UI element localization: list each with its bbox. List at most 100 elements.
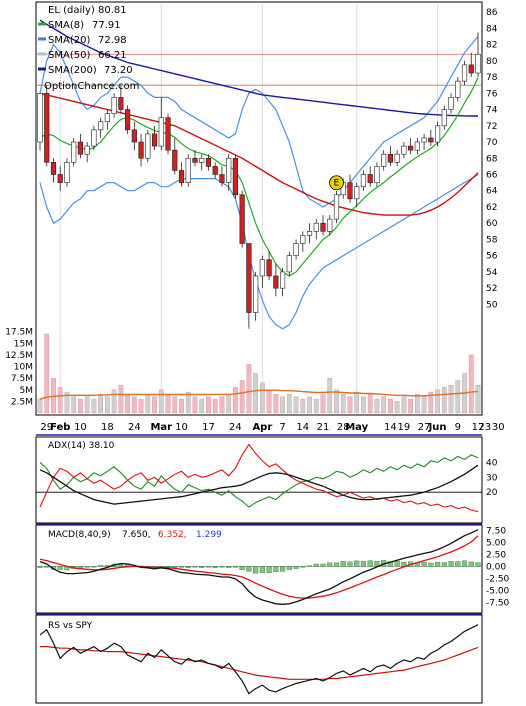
candle-up [64,162,70,183]
macd-hist-value: 1.299 [196,530,222,540]
macd-line [39,529,479,605]
earnings-marker: E [329,175,344,191]
macd-histogram-bar [320,563,326,567]
macd-histogram-bar [50,566,57,570]
volume-bar [91,398,97,414]
macd-histogram-bar [434,561,441,567]
macd-histogram-bar [178,566,185,568]
candle-down [57,174,63,183]
volume-bar [293,396,299,414]
macd-histogram-bar [219,566,225,568]
volume-bar [219,396,225,414]
volume-bar [448,384,454,414]
macd-histogram-bar [354,560,360,567]
candle-up [313,222,319,232]
x-axis-tick-label: 7 [279,422,285,433]
volume-axis-tick-label: 15M [14,339,33,349]
x-axis-tick-label: 30 [492,422,505,433]
earnings-marker-label: E [334,179,340,189]
macd-histogram-bar [475,562,481,567]
macd-histogram-bar [360,560,367,567]
macd-histogram-bar [84,566,90,568]
macd-histogram-bar [226,566,232,568]
rs-moving-average-line [40,645,479,680]
volume-bar [334,389,339,414]
candle-up [226,157,232,183]
candle-down [408,145,414,151]
volume-bar [44,333,50,414]
candle-down [320,222,326,232]
x-axis-tick-label: 9 [455,422,461,433]
candle-up [37,93,43,143]
volume-bar [118,384,124,414]
volume-bar [246,364,252,414]
x-axis-tick-label: 19 [398,422,411,433]
price-panel-frame [35,1,483,416]
candle-down [205,157,212,167]
volume-axis-tick-label: 5M [20,386,34,396]
macd-title: MACD(8,40,9) 7.650, 6.352, 1.299 [48,530,222,540]
candle-down [246,243,252,313]
macd-histogram-bar [428,562,434,567]
x-axis-tick-label: 21 [317,422,330,433]
adx-axis-tick-label: 30 [486,473,498,483]
x-axis-tick-label: 28 [337,422,350,433]
macd-histogram-bar [232,566,239,568]
candle-up [401,145,407,155]
legend-label-sma20: SMA(20) [48,35,90,46]
adx-axis-tick-label: 40 [486,458,498,468]
macd-histogram-bar [293,566,299,569]
volume-bar [158,389,164,414]
volume-bar [64,391,70,414]
volume-bar [71,396,77,414]
volume-bar [199,398,205,414]
macd-histogram-bar [172,566,178,568]
volume-bar [475,384,481,414]
volume-average-line [39,389,479,400]
volume-bar [307,396,312,414]
volume-bar [273,394,279,414]
candle-down [125,109,131,131]
candle-up [333,194,340,220]
rs-line [39,624,479,695]
volume-bar [78,398,83,414]
candle-up [434,125,441,143]
macd-histogram-bar [468,561,474,567]
macd-histogram-bar [340,561,346,567]
macd-histogram-bar [185,566,191,569]
price-axis-tick-label: 82 [486,41,497,51]
price-axis-tick-label: 58 [486,235,498,245]
candle-down [50,162,57,175]
volume-bar [37,398,43,414]
candle-down [387,153,394,163]
macd-histogram-bar [279,566,286,572]
adx-di-minus-line [39,443,479,513]
candle-down [347,182,353,200]
x-axis-tick-label: Apr [252,422,272,433]
volume-bar [125,394,130,414]
macd-histogram-bar [57,566,63,570]
volume-bar [145,394,151,414]
macd-histogram-bar [441,562,447,567]
volume-bar [260,382,265,414]
candle-up [455,80,461,98]
candle-up [461,64,468,82]
macd-axis-tick-label: 5.00 [486,538,506,548]
candle-up [306,231,313,236]
candle-up [414,141,420,151]
price-axis-tick-label: 74 [486,106,498,116]
candle-up [104,113,110,123]
candle-down [266,259,272,277]
price-axis-tick-label: 64 [486,187,498,197]
volume-bar [212,398,218,414]
rs-panel-frame [35,614,483,704]
volume-bar [320,394,326,414]
macd-histogram-bar [98,565,104,567]
x-axis-tick-label: 10 [74,422,87,433]
candle-up [286,255,292,273]
rs-title: RS vs SPY [48,621,93,631]
volume-bar [152,396,157,414]
candle-up [199,157,205,163]
volume-bar [111,389,117,414]
price-axis-tick-label: 76 [486,89,498,99]
